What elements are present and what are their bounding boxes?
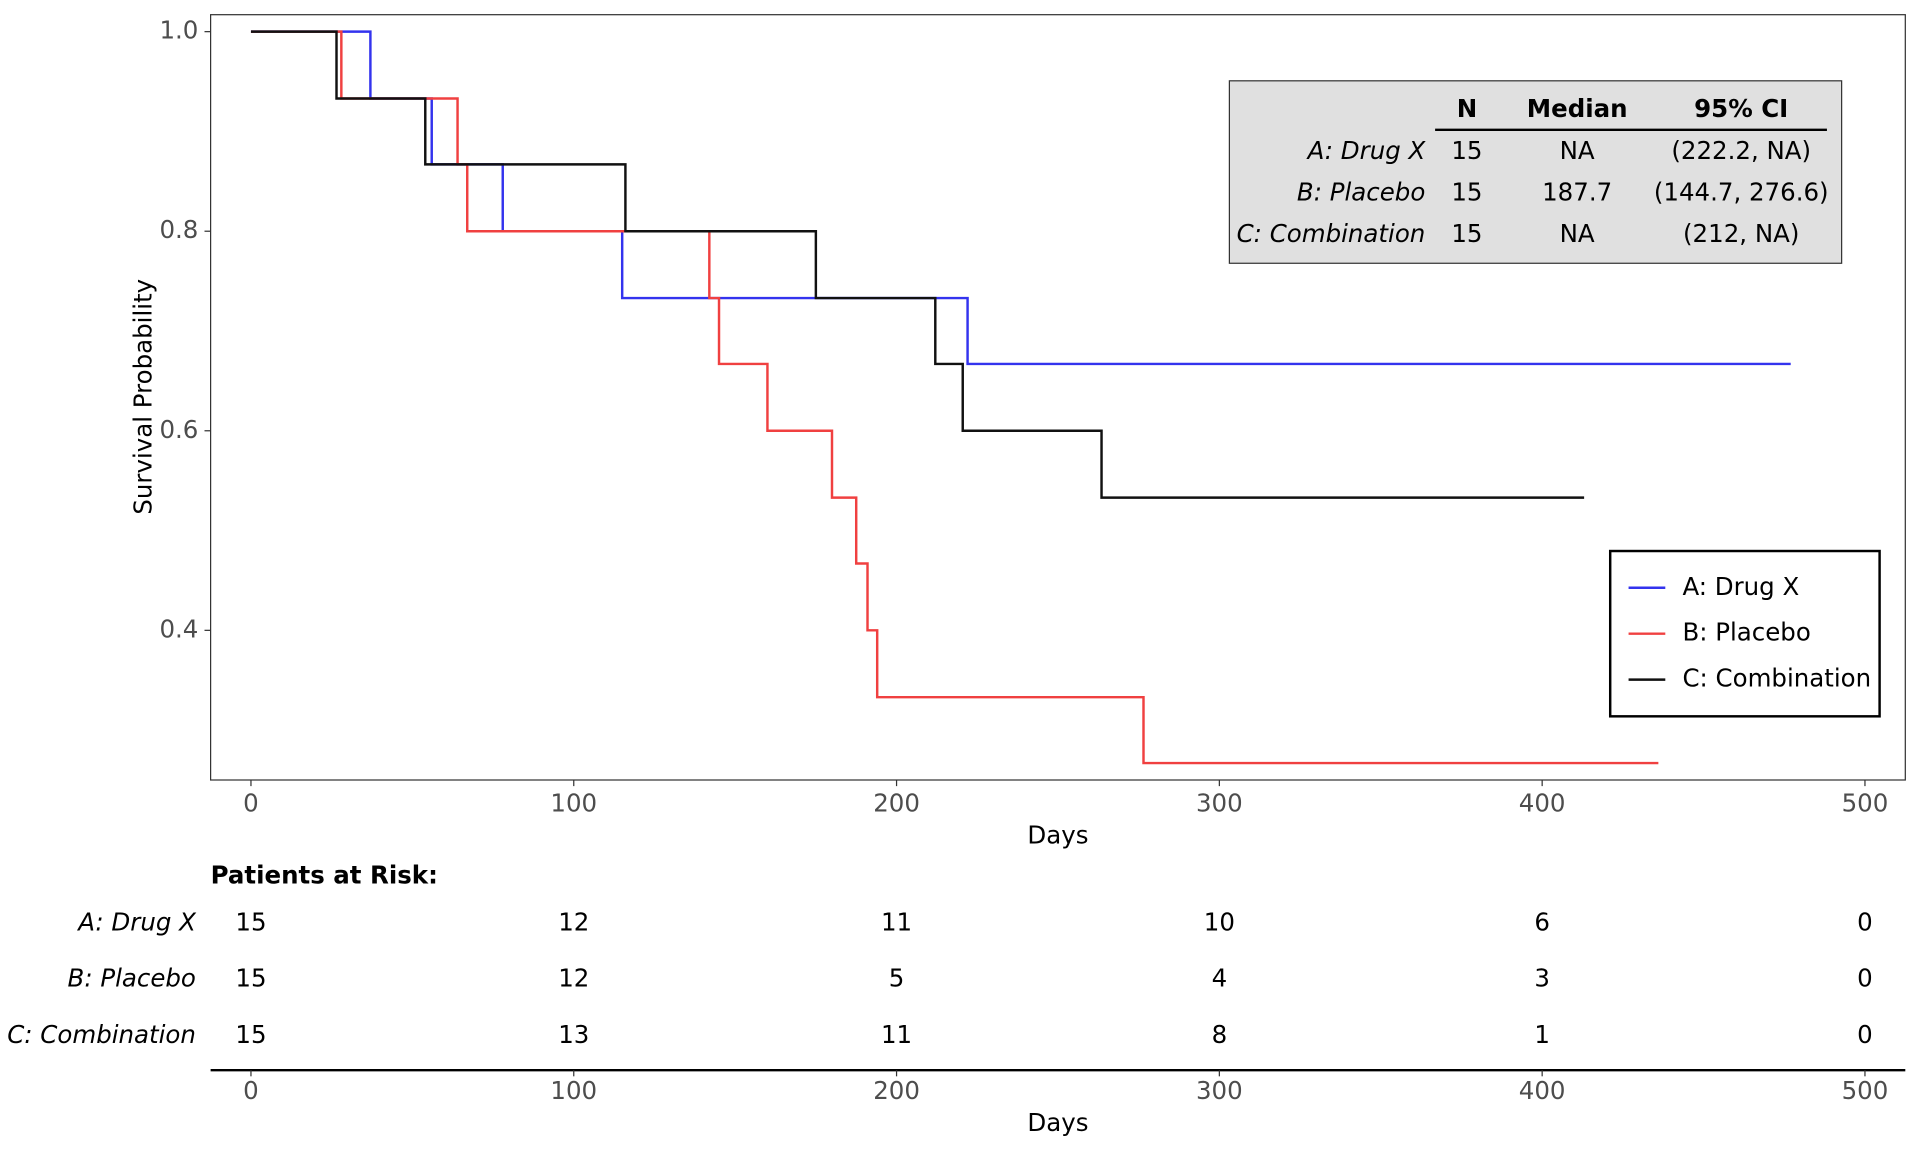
risk-count: 10	[1204, 907, 1235, 936]
risk-x-tick-label: 200	[873, 1076, 920, 1105]
summary-row-label: B: Placebo	[1297, 177, 1425, 206]
x-tick-label: 300	[1196, 788, 1243, 817]
summary-header: 95% CI	[1694, 94, 1788, 123]
summary-cell: NA	[1560, 136, 1595, 165]
risk-count: 4	[1212, 964, 1228, 993]
summary-cell: NA	[1560, 219, 1595, 248]
risk-count: 12	[558, 907, 589, 936]
legend-label: B: Placebo	[1682, 618, 1810, 647]
summary-cell: (144.7, 276.6)	[1654, 177, 1829, 206]
summary-cell: 15	[1451, 219, 1482, 248]
summary-cell: 15	[1451, 136, 1482, 165]
risk-count: 3	[1534, 964, 1550, 993]
x-tick-label: 100	[550, 788, 597, 817]
risk-count: 5	[889, 964, 905, 993]
survival-curve	[250, 30, 1585, 499]
risk-row-label: A: Drug X	[76, 907, 197, 936]
summary-row-label: A: Drug X	[1306, 136, 1427, 165]
x-tick-label: 400	[1519, 788, 1566, 817]
risk-count: 11	[881, 1020, 912, 1049]
risk-count: 1	[1534, 1020, 1550, 1049]
legend-label: C: Combination	[1682, 664, 1871, 693]
risk-x-tick-label: 500	[1842, 1076, 1889, 1105]
x-axis-title: Days	[1027, 820, 1088, 849]
risk-count: 13	[558, 1020, 589, 1049]
risk-x-tick-label: 300	[1196, 1076, 1243, 1105]
plot-frame	[210, 14, 1906, 781]
legend-label: A: Drug X	[1682, 572, 1799, 601]
summary-header: N	[1457, 94, 1477, 123]
y-axis-title: Survival Probability	[128, 279, 157, 515]
x-tick-label: 200	[873, 788, 920, 817]
x-tick-label: 0	[243, 788, 259, 817]
x-tick-label: 500	[1842, 788, 1889, 817]
summary-header: Median	[1527, 94, 1628, 123]
summary-cell: (212, NA)	[1683, 219, 1799, 248]
y-tick-label: 0.4	[159, 614, 198, 643]
risk-count: 12	[558, 964, 589, 993]
y-tick-label: 0.6	[159, 415, 198, 444]
survival-curve	[250, 30, 1791, 366]
risk-x-tick-label: 400	[1519, 1076, 1566, 1105]
risk-count: 0	[1857, 964, 1873, 993]
y-tick-label: 1.0	[159, 16, 198, 45]
summary-cell: 15	[1451, 177, 1482, 206]
risk-count: 15	[235, 1020, 266, 1049]
risk-x-tick-label: 100	[550, 1076, 597, 1105]
survival-curve	[250, 30, 1659, 765]
legend-box	[1608, 549, 1881, 718]
risk-row-label: C: Combination	[7, 1020, 196, 1049]
risk-table-title: Patients at Risk:	[211, 861, 438, 890]
risk-count: 15	[235, 907, 266, 936]
summary-box	[1228, 80, 1843, 264]
risk-x-axis-title: Days	[1027, 1108, 1088, 1137]
risk-row-label: B: Placebo	[68, 964, 196, 993]
risk-count: 0	[1857, 907, 1873, 936]
summary-cell: 187.7	[1542, 177, 1612, 206]
summary-cell: (222.2, NA)	[1671, 136, 1811, 165]
risk-count: 6	[1534, 907, 1550, 936]
risk-count: 0	[1857, 1020, 1873, 1049]
risk-x-tick-label: 0	[243, 1076, 259, 1105]
risk-count: 8	[1212, 1020, 1228, 1049]
y-tick-label: 0.8	[159, 215, 198, 244]
risk-count: 11	[881, 907, 912, 936]
summary-row-label: C: Combination	[1237, 219, 1426, 248]
risk-count: 15	[235, 964, 266, 993]
